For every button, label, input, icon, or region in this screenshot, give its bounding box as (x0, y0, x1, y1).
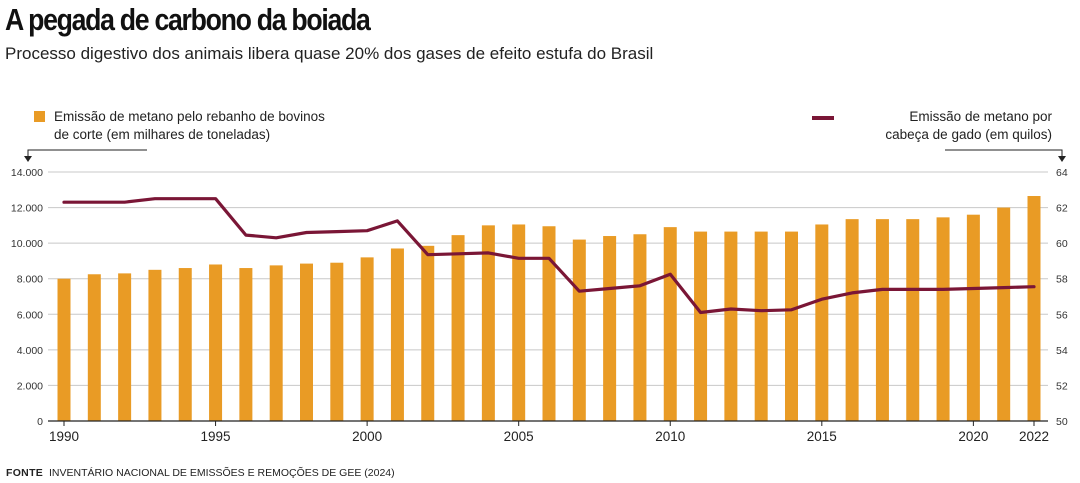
x-tick-label: 2022 (1019, 429, 1049, 444)
x-tick-label: 2005 (504, 429, 534, 444)
bar (421, 245, 435, 421)
x-tick-label: 2010 (655, 429, 685, 444)
bar (87, 274, 101, 421)
legend-line: Emissão de metano por cabeça de gado (em… (812, 108, 1052, 144)
y-right-tick-label: 58 (1056, 274, 1068, 286)
y-left-tick-label: 0 (37, 416, 43, 428)
chart-title: A pegada de carbono da boiada (5, 2, 371, 37)
y-right-tick-label: 64 (1056, 167, 1068, 179)
bar (178, 268, 192, 421)
bar (451, 235, 465, 421)
y-left-tick-label: 10.000 (11, 238, 43, 250)
bar (542, 226, 556, 421)
y-left-tick-label: 14.000 (11, 167, 43, 179)
axes: 0 50 2.000 52 4.000 54 6.000 56 8.000 58 10.000 60 1… (11, 167, 1068, 444)
bar (966, 214, 980, 421)
y-right-tick-label: 52 (1056, 380, 1068, 392)
legend-bars-line2: de corte (em milhares de toneladas) (54, 127, 271, 142)
y-right-tick-label: 54 (1056, 345, 1068, 357)
x-tick-label: 2020 (958, 429, 988, 444)
bar (997, 207, 1011, 421)
bar (572, 239, 586, 421)
bar (269, 265, 283, 421)
y-left-tick-label: 6.000 (17, 309, 43, 321)
line-swatch-icon (812, 116, 834, 120)
bar (633, 234, 647, 421)
y-right-tick-label: 50 (1056, 416, 1068, 428)
y-left-tick-label: 2.000 (17, 380, 43, 392)
left-axis-pointer-icon (24, 149, 147, 162)
bar (239, 268, 253, 421)
y-left-tick-label: 8.000 (17, 274, 43, 286)
bar (936, 217, 950, 421)
x-tick-label: 2000 (352, 429, 382, 444)
legend-line-line2: cabeça de gado (em quilos) (885, 127, 1052, 142)
bar (118, 273, 132, 421)
y-right-tick-label: 60 (1056, 238, 1068, 250)
y-left-tick-label: 4.000 (17, 345, 43, 357)
bar (875, 219, 889, 421)
bar (300, 263, 313, 421)
bar (57, 278, 71, 421)
x-tick-label: 1995 (201, 429, 231, 444)
bar (360, 257, 374, 421)
bar (815, 224, 829, 421)
bar (724, 231, 738, 421)
source-text: INVENTÁRIO NACIONAL DE EMISSÕES E REMOÇÕ… (49, 467, 395, 479)
bar-swatch-icon (34, 111, 45, 122)
right-axis-pointer-icon (945, 149, 1066, 162)
bar (906, 219, 920, 421)
bar (481, 225, 495, 421)
source-note: FONTE INVENTÁRIO NACIONAL DE EMISSÕES E … (6, 467, 395, 479)
bar (603, 236, 617, 421)
legend-bars-line1: Emissão de metano pelo rebanho de bovino… (54, 109, 325, 124)
bar (785, 231, 798, 421)
x-tick-label: 1990 (49, 429, 79, 444)
y-right-tick-label: 62 (1056, 203, 1068, 215)
legend-line-line1: Emissão de metano por (909, 109, 1052, 124)
line-series (62, 197, 1036, 315)
y-right-tick-label: 56 (1056, 309, 1068, 321)
bar (148, 269, 162, 421)
bar (845, 219, 859, 421)
chart-subtitle: Processo digestivo dos animais libera qu… (5, 44, 654, 63)
source-label: FONTE (6, 467, 44, 479)
bar (754, 231, 768, 421)
bar (663, 227, 677, 421)
bar (330, 262, 344, 421)
bar (694, 231, 708, 421)
bar (390, 248, 404, 421)
x-tick-label: 2015 (807, 429, 837, 444)
bar (209, 264, 223, 421)
bar (1027, 196, 1041, 421)
legend-bars: Emissão de metano pelo rebanho de bovino… (34, 108, 364, 144)
y-left-tick-label: 12.000 (11, 203, 43, 215)
bar-series (57, 196, 1041, 421)
bar (512, 224, 526, 421)
